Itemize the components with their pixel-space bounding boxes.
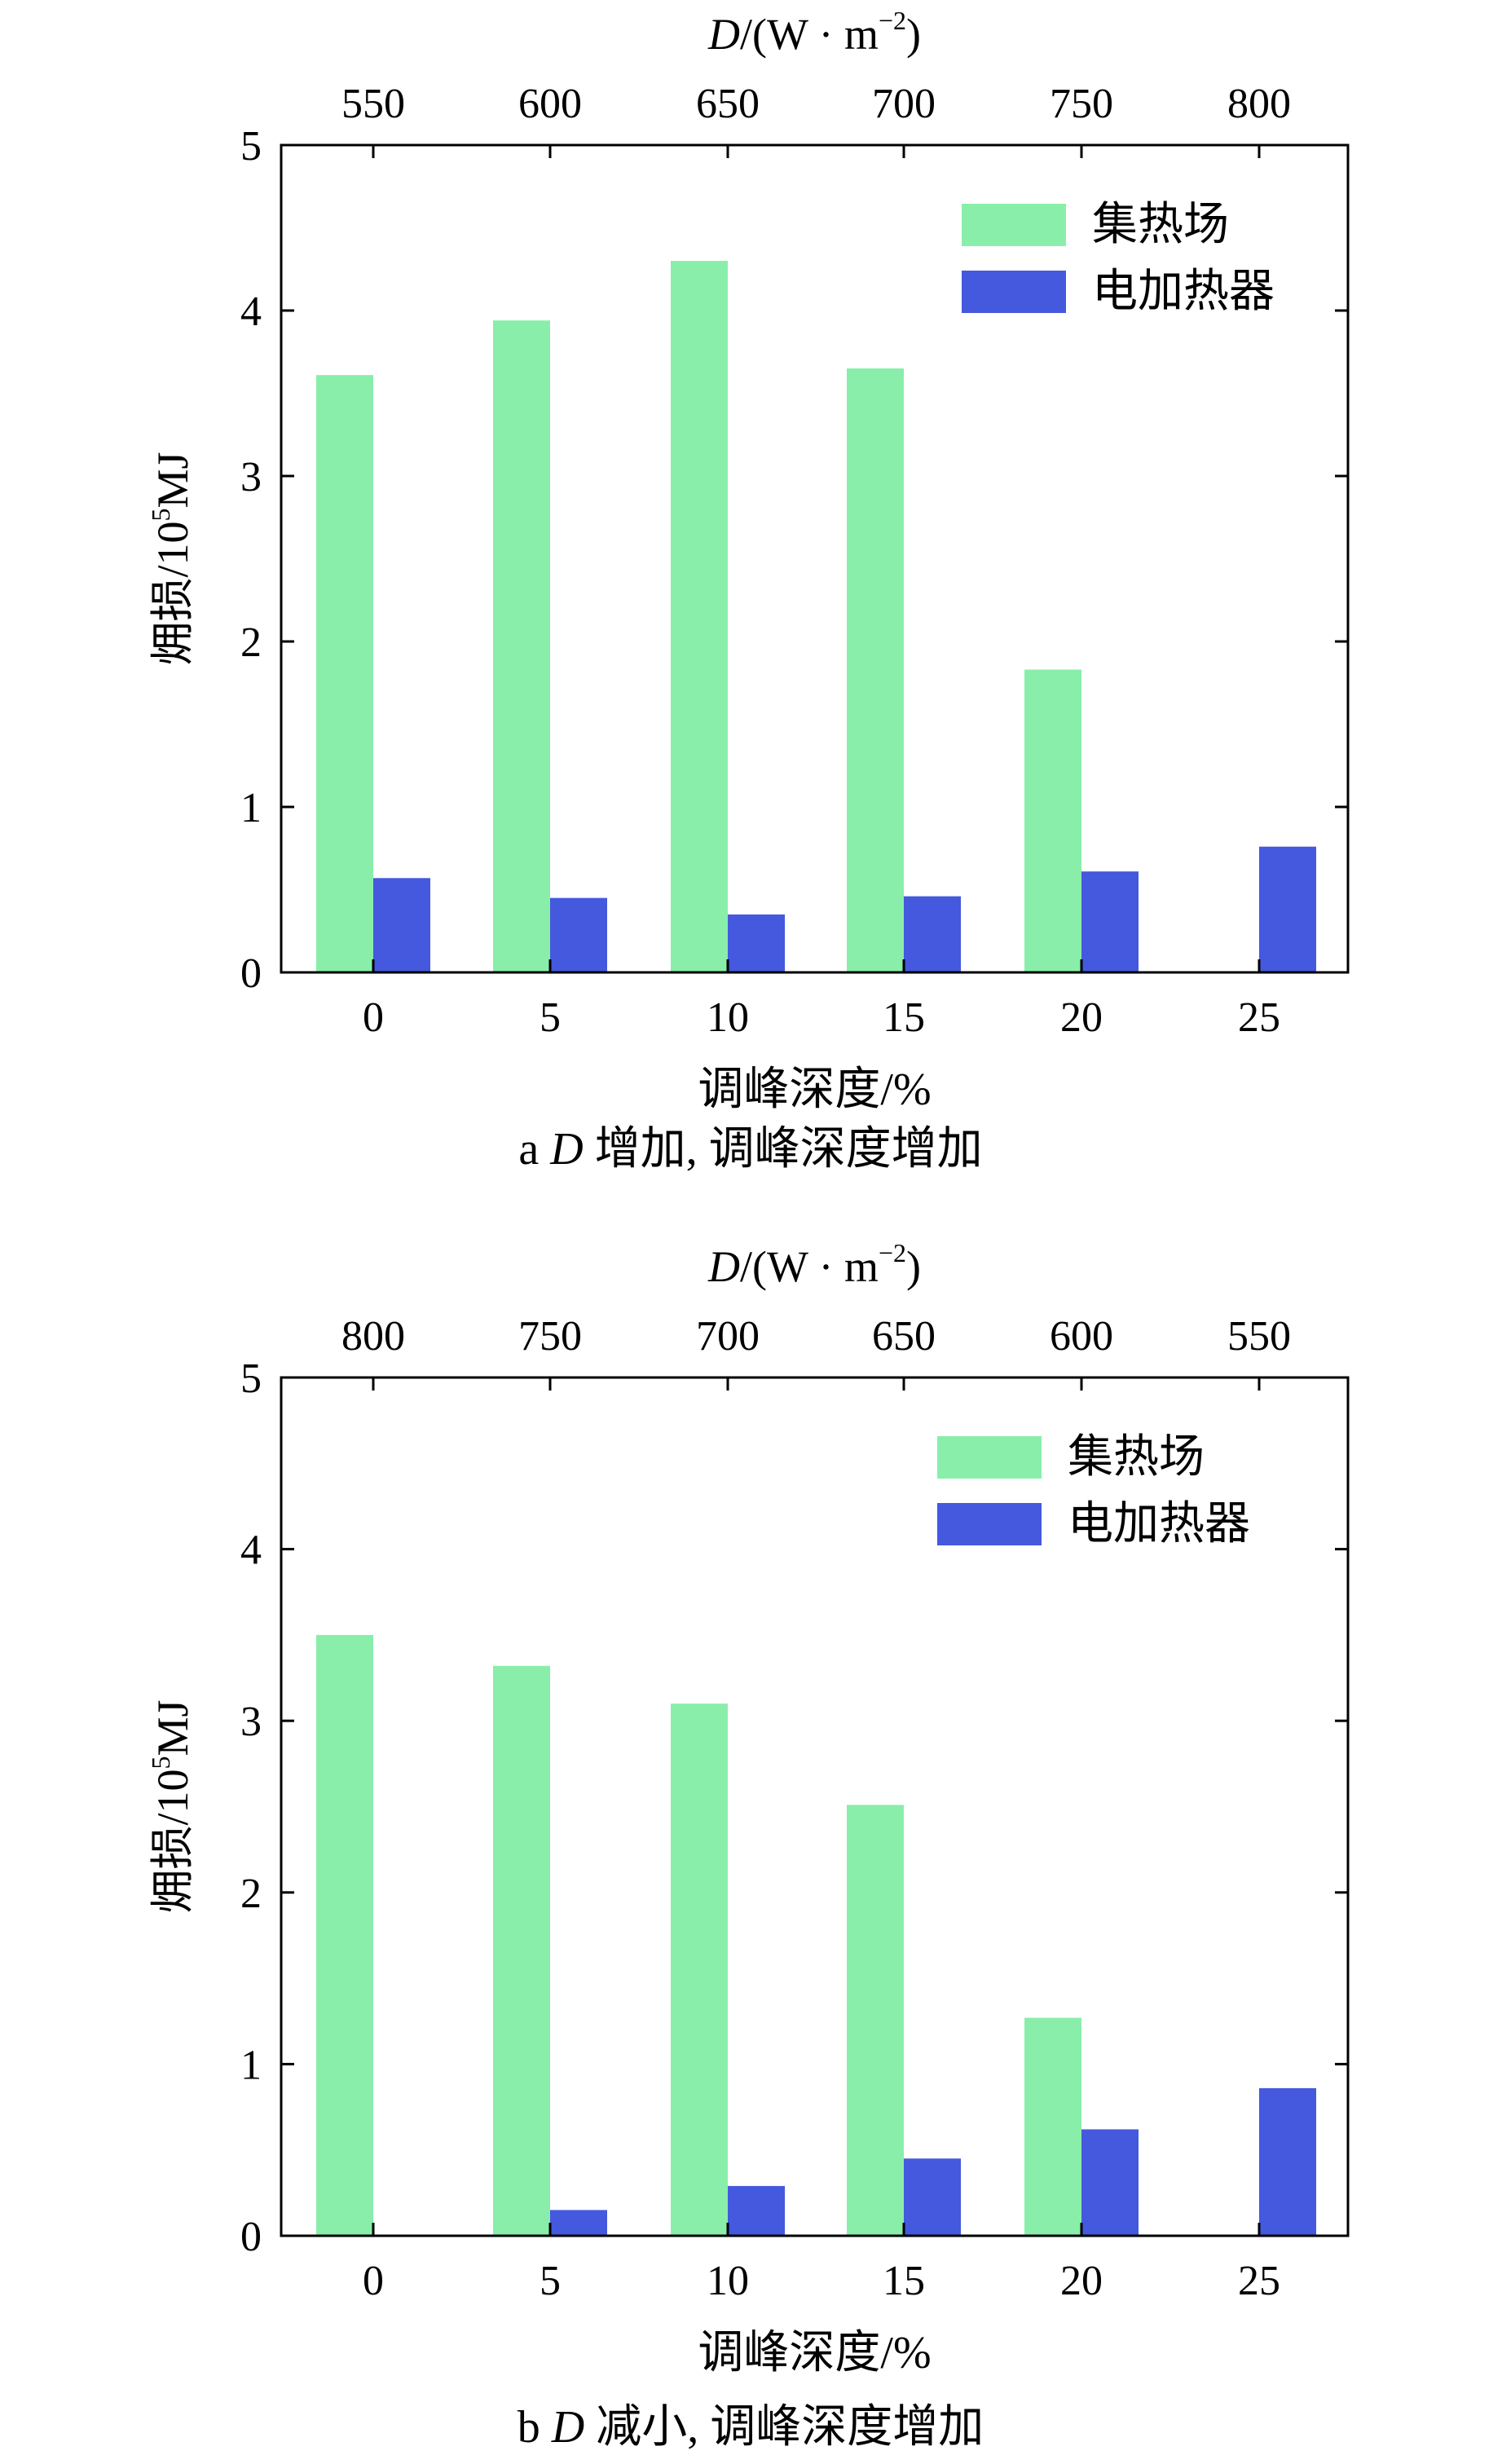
bar-collector-field-5 [493,1665,550,2236]
x-tick-label: 15 [883,994,925,1041]
legend-label: 电加热器 [1068,1499,1250,1549]
bar-collector-field-10 [671,1704,728,2236]
top-x-tick-label: 600 [1050,1313,1113,1360]
bar-collector-field-10 [671,261,728,973]
top-x-tick-label: 550 [341,81,405,127]
bar-electric-heater-20 [1081,2129,1139,2236]
top-x-tick-label: 650 [696,81,760,127]
top-x-tick-label: 800 [341,1313,405,1360]
x-tick-label: 20 [1060,994,1103,1041]
legend-swatch-electric-heater [962,271,1066,313]
plot-frame [280,1376,1350,2237]
plot-frame [280,143,1350,974]
y-tick-label: 4 [240,289,262,335]
bar-collector-field-0 [316,375,373,972]
bar-electric-heater-5 [550,897,607,972]
legend-label: 集热场 [1068,1432,1205,1483]
y-tick-label: 3 [240,454,262,500]
x-tick-label: 20 [1060,2258,1103,2304]
y-tick-label: 5 [240,123,262,170]
panel-caption: b D 减小, 调峰深度增加 [518,2402,984,2453]
bar-collector-field-5 [493,320,550,972]
panel-caption: a D 增加, 调峰深度增加 [518,1124,982,1175]
y-tick-label: 1 [240,2042,262,2088]
bar-electric-heater-5 [550,2210,607,2236]
bar-electric-heater-20 [1081,871,1139,972]
legend-label: 集热场 [1092,200,1229,250]
y-tick-label: 1 [240,785,262,831]
bar-collector-field-0 [316,1634,373,2236]
top-x-tick-label: 550 [1227,1313,1291,1360]
y-tick-label: 4 [240,1527,262,1574]
bar-collector-field-20 [1024,2017,1081,2236]
y-tick-label: 5 [240,1355,262,1402]
legend-swatch-collector-field [937,1436,1042,1479]
x-tick-label: 5 [540,2258,561,2304]
x-axis-label: 调峰深度/% [698,2328,931,2378]
legend-swatch-collector-field [962,204,1066,246]
x-tick-label: 25 [1238,2258,1280,2304]
top-x-tick-label: 750 [1050,81,1113,127]
top-x-tick-label: 800 [1227,81,1291,127]
top-x-tick-label: 750 [518,1313,582,1360]
x-axis-label: 调峰深度/% [698,1065,931,1115]
y-tick-label: 2 [240,1871,262,1917]
top-x-tick-label: 700 [696,1313,760,1360]
bar-electric-heater-25 [1259,846,1316,972]
bar-collector-field-20 [1024,669,1081,972]
x-tick-label: 5 [540,994,561,1041]
x-tick-label: 25 [1238,994,1280,1041]
legend-swatch-electric-heater [937,1503,1042,1545]
bar-electric-heater-15 [904,896,961,972]
top-x-tick-label: 650 [872,1313,936,1360]
bar-electric-heater-25 [1259,2087,1316,2236]
legend-label: 电加热器 [1092,267,1275,317]
y-tick-label: 3 [240,1699,262,1745]
y-axis-label: 㶲损/105MJ [146,452,197,665]
top-axis-label: D/(W · m−2) [707,1238,921,1291]
y-tick-label: 0 [240,950,262,997]
bar-electric-heater-10 [728,914,785,972]
x-tick-label: 15 [883,2258,925,2304]
x-tick-label: 0 [363,2258,384,2304]
top-x-tick-label: 700 [872,81,936,127]
y-axis-label: 㶲损/105MJ [146,1699,197,1913]
top-x-tick-label: 600 [518,81,582,127]
chart-panel-b: 0 1 2 3 4 5 0 5 10 15 20 25 800 750 700 650 600 550 D/(W ·… [146,1238,1350,2453]
bar-electric-heater-15 [904,2158,961,2236]
x-tick-label: 10 [707,994,749,1041]
bar-electric-heater-0 [373,878,430,972]
y-tick-label: 2 [240,619,262,666]
bar-collector-field-15 [847,1805,904,2236]
y-tick-label: 0 [240,2214,262,2260]
x-tick-label: 10 [707,2258,749,2304]
x-tick-label: 0 [363,994,384,1041]
bar-electric-heater-10 [728,2185,785,2236]
bar-collector-field-15 [847,368,904,972]
chart-panel-a: 0 1 2 3 4 5 0 5 10 15 20 25 550 600 650 700 750 800 D/(W ·… [146,6,1350,1175]
top-axis-label: D/(W · m−2) [707,6,921,59]
